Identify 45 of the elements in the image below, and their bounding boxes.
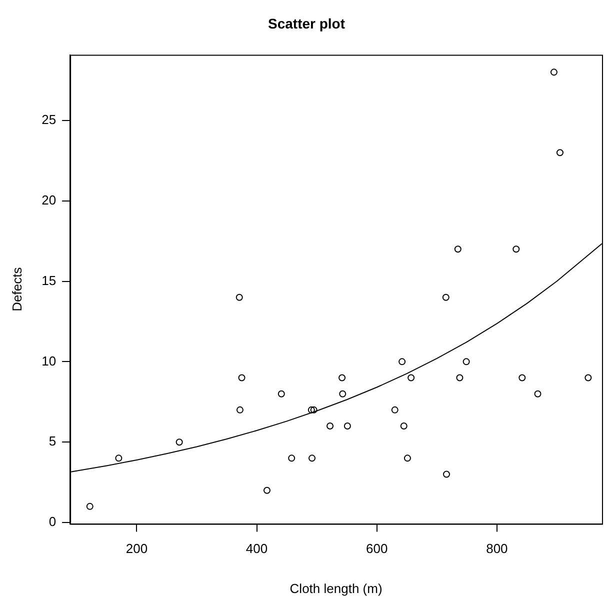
x-tick-label: 400 xyxy=(246,541,268,556)
point xyxy=(550,68,558,76)
y-tick-label: 20 xyxy=(42,192,56,208)
point xyxy=(443,470,450,478)
point xyxy=(556,149,564,156)
point xyxy=(326,422,334,430)
point xyxy=(400,422,408,430)
point xyxy=(408,374,415,382)
point xyxy=(512,246,520,253)
point xyxy=(339,390,346,398)
chart-title: Scatter plot xyxy=(268,15,346,32)
x-tick-label: 200 xyxy=(126,541,148,556)
x-tick-label: 800 xyxy=(486,541,508,556)
point xyxy=(288,454,296,462)
y-tick-label: 25 xyxy=(42,112,56,127)
y-axis-title: Defects xyxy=(9,266,24,312)
point xyxy=(236,294,243,301)
y-tick-label: 5 xyxy=(48,434,56,449)
point xyxy=(115,454,122,462)
x-tick-label: 600 xyxy=(366,541,388,556)
point xyxy=(584,374,592,382)
point xyxy=(308,454,316,462)
y-tick-label: 0 xyxy=(48,514,56,530)
point xyxy=(176,438,183,446)
point xyxy=(454,246,462,253)
point xyxy=(263,486,270,494)
point xyxy=(308,406,315,414)
point xyxy=(518,374,526,382)
point xyxy=(338,374,346,382)
point xyxy=(456,374,464,382)
point xyxy=(238,374,246,382)
y-tick-label: 10 xyxy=(42,353,56,368)
point xyxy=(278,390,285,398)
point xyxy=(236,406,244,414)
point xyxy=(391,406,398,414)
point xyxy=(398,358,406,366)
point xyxy=(344,422,351,430)
point xyxy=(86,502,94,510)
point xyxy=(462,358,470,366)
y-tick-label: 15 xyxy=(42,272,56,288)
point xyxy=(442,294,450,301)
point xyxy=(404,454,411,462)
x-axis-title: Cloth length (m) xyxy=(290,580,382,596)
point xyxy=(310,406,318,414)
point xyxy=(534,390,542,398)
